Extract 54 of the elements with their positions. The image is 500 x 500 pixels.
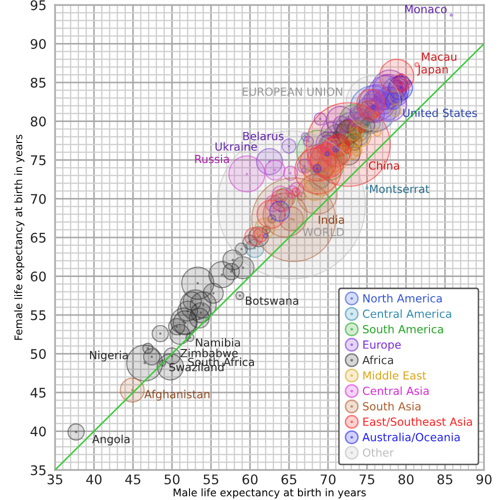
x-tick-label: 90 xyxy=(476,474,492,484)
y-tick-label: 65 xyxy=(30,232,46,243)
annotation: Ukraine xyxy=(216,142,257,151)
legend-label: South Asia xyxy=(363,402,420,410)
y-tick-label: 50 xyxy=(30,348,46,359)
y-tick-label: 75 xyxy=(30,155,46,166)
legend-label: Middle East xyxy=(363,371,426,380)
y-tick-label: 35 xyxy=(30,465,46,476)
x-tick-label: 55 xyxy=(204,474,218,484)
y-tick-label: 90 xyxy=(30,38,46,49)
annotation: Belarus xyxy=(243,132,284,140)
legend-label: Central America xyxy=(362,309,452,318)
annotation: Russia xyxy=(195,154,229,164)
annotation: EUROPEAN UNION xyxy=(242,87,342,96)
annotation: Afghanistan xyxy=(144,390,210,401)
legend-label: South America xyxy=(363,324,443,334)
y-tick-label: 45 xyxy=(30,388,46,398)
annotation: Nigeria xyxy=(90,350,128,362)
x-tick-label: 45 xyxy=(125,474,140,484)
annotation: China xyxy=(368,161,400,170)
x-tick-label: 85 xyxy=(438,474,452,484)
x-tick-label: 35 xyxy=(48,474,62,484)
x-axis-title: Male life expectancy at birth in years xyxy=(174,488,366,498)
y-tick-label: 80 xyxy=(30,116,46,126)
y-axis-title: Female life expectancy at birth in years xyxy=(14,134,24,340)
annotation: Botswana xyxy=(246,296,298,305)
annotation: Monaco xyxy=(405,5,447,14)
y-tick-label: 55 xyxy=(30,310,46,320)
legend-label: Africa xyxy=(362,356,393,364)
legend-label: East/Southeast Asia xyxy=(363,417,472,427)
legend-label: North America xyxy=(363,294,442,303)
y-tick-label: 95 xyxy=(30,0,46,10)
x-tick-label: 70 xyxy=(320,474,336,484)
annotation: India xyxy=(318,215,344,224)
y-tick-label: 85 xyxy=(30,78,46,88)
legend-label: Other xyxy=(362,448,394,457)
y-tick-label: 60 xyxy=(30,271,46,282)
annotation: Montserrat xyxy=(370,184,430,194)
x-tick-label: 60 xyxy=(242,474,258,484)
x-tick-label: 75 xyxy=(360,474,374,484)
y-tick-label: 70 xyxy=(30,194,46,204)
y-tick-label: 40 xyxy=(30,426,46,436)
x-tick-label: 40 xyxy=(86,474,102,484)
legend-label: Australia/Oceania xyxy=(362,432,460,442)
x-tick-label: 50 xyxy=(164,474,180,484)
annotation: Macau xyxy=(422,52,456,61)
annotation: Japan xyxy=(417,65,448,76)
x-tick-label: 65 xyxy=(282,474,296,484)
annotation: Namibia xyxy=(196,338,240,347)
x-tick-label: 80 xyxy=(398,474,414,484)
legend-label: Europe xyxy=(363,340,401,351)
annotation: Angola xyxy=(92,434,130,446)
annotation: Zimbabwe xyxy=(180,348,238,358)
legend-label: Central Asia xyxy=(362,386,429,396)
